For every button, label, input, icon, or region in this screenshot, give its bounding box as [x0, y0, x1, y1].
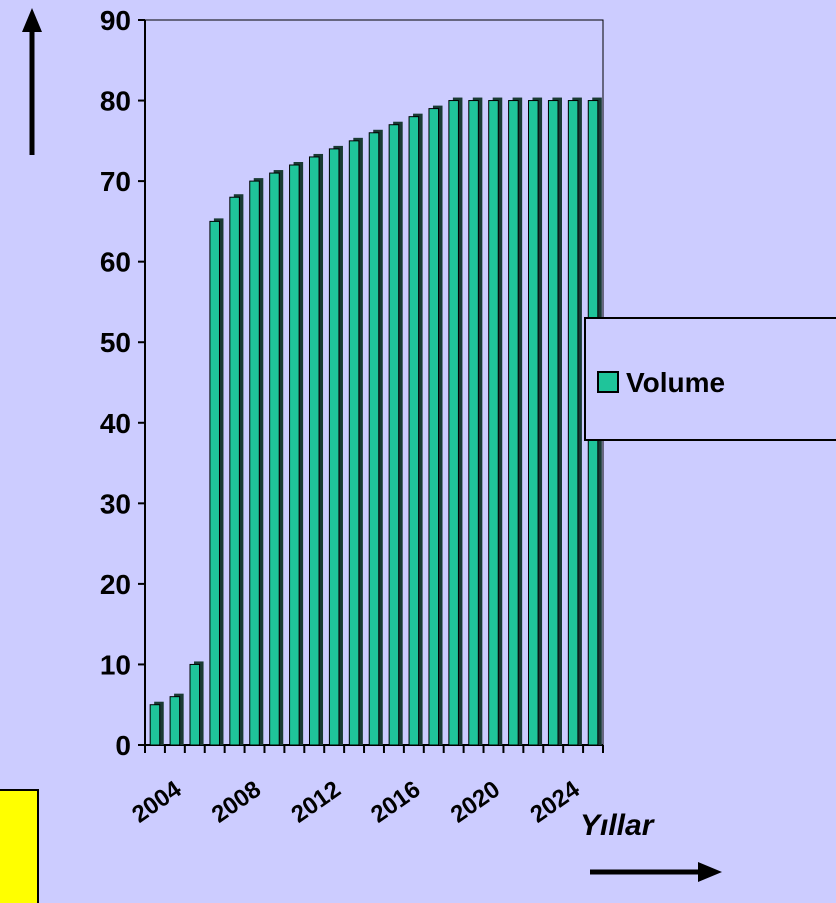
- y-tick-label: 40: [100, 408, 131, 439]
- bar: [428, 108, 440, 746]
- bar: [189, 663, 201, 746]
- bar: [468, 100, 479, 746]
- bar: [269, 172, 280, 746]
- bar: [368, 132, 380, 746]
- legend-label: Volume: [626, 367, 725, 398]
- y-tick-label: 50: [100, 327, 131, 358]
- note-box: [0, 789, 39, 903]
- bar: [169, 696, 181, 746]
- bar: [388, 124, 400, 746]
- bar: [308, 156, 320, 746]
- y-tick-label: 10: [100, 649, 131, 680]
- bar: [408, 116, 420, 746]
- y-tick-label: 90: [100, 5, 131, 36]
- bar: [249, 180, 260, 746]
- bar: [448, 100, 459, 746]
- x-axis-label: Yıllar: [580, 809, 656, 842]
- bar: [149, 704, 161, 746]
- y-tick-label: 0: [115, 730, 131, 761]
- y-tick-label: 30: [100, 488, 131, 519]
- y-tick-label: 60: [100, 247, 131, 278]
- bar: [508, 100, 519, 746]
- bar: [567, 100, 579, 746]
- bar: [328, 148, 340, 746]
- legend-box: [584, 317, 836, 441]
- y-tick-label: 20: [100, 569, 131, 600]
- legend-swatch: [597, 371, 619, 393]
- bar: [528, 100, 539, 746]
- bar: [488, 100, 499, 746]
- y-tick-label: 70: [100, 166, 131, 197]
- bar: [348, 140, 360, 746]
- bar: [209, 220, 220, 746]
- bar: [289, 164, 300, 746]
- bar: [547, 100, 559, 746]
- y-tick-label: 80: [100, 86, 131, 117]
- bar: [229, 196, 240, 746]
- y-arrow-head: [22, 8, 42, 32]
- x-arrow-head: [698, 862, 722, 882]
